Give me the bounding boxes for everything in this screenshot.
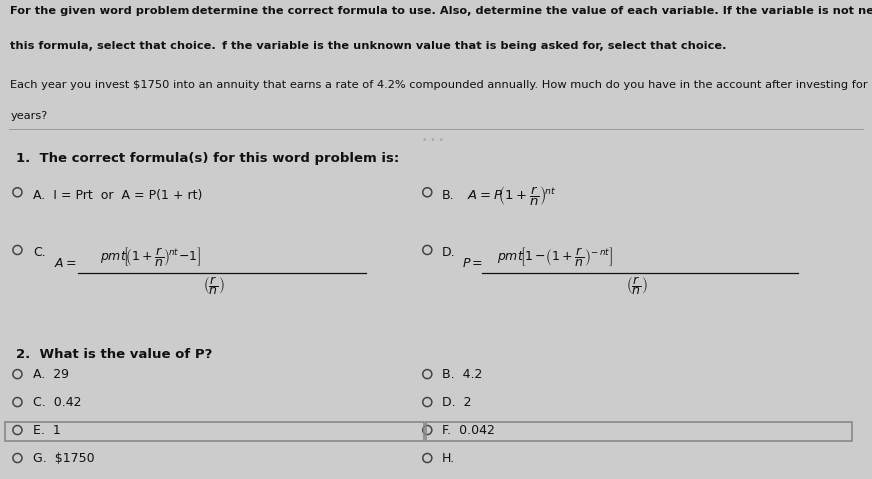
Text: $pmt\!\left[1-\!\left(1+\dfrac{r}{n}\right)^{\!-nt}\right]$: $pmt\!\left[1-\!\left(1+\dfrac{r}{n}\rig… xyxy=(497,245,613,268)
Text: $A =$: $A =$ xyxy=(54,257,77,271)
Text: $\left(\dfrac{r}{n}\right)$: $\left(\dfrac{r}{n}\right)$ xyxy=(203,274,224,297)
Text: C.: C. xyxy=(33,247,46,260)
Text: this formula, select that choice.  f the variable is the unknown value that is b: this formula, select that choice. f the … xyxy=(10,41,727,51)
Text: $pmt\!\left[\!\left(1+\dfrac{r}{n}\right)^{\!nt}\!-\!1\right]$: $pmt\!\left[\!\left(1+\dfrac{r}{n}\right… xyxy=(100,245,201,268)
Text: E.  1: E. 1 xyxy=(33,423,61,436)
Text: $P =$: $P =$ xyxy=(462,257,483,271)
Text: Each year you invest $1750 into an annuity that earns a rate of 4.2% compounded : Each year you invest $1750 into an annui… xyxy=(10,80,872,90)
Text: B.: B. xyxy=(442,189,454,202)
Text: C.  0.42: C. 0.42 xyxy=(33,396,82,409)
Text: F.  0.042: F. 0.042 xyxy=(442,423,495,436)
Text: 1.  The correct formula(s) for this word problem is:: 1. The correct formula(s) for this word … xyxy=(16,152,399,165)
Text: years?: years? xyxy=(10,111,48,121)
Text: A.  29: A. 29 xyxy=(33,367,69,381)
Text: D.: D. xyxy=(442,247,456,260)
Text: • • •: • • • xyxy=(422,136,445,145)
Text: A.  I = Prt  or  A = P(1 + rt): A. I = Prt or A = P(1 + rt) xyxy=(33,189,202,202)
Text: D.  2: D. 2 xyxy=(442,396,472,409)
Text: H.: H. xyxy=(442,452,455,465)
Text: 2.  What is the value of P?: 2. What is the value of P? xyxy=(16,348,212,361)
Text: $\left(\dfrac{r}{n}\right)$: $\left(\dfrac{r}{n}\right)$ xyxy=(626,274,647,297)
Text: For the given word problem determine the correct formula to use. Also, determine: For the given word problem determine the… xyxy=(10,7,872,16)
Text: G.  $1750: G. $1750 xyxy=(33,452,95,465)
Text: B.  4.2: B. 4.2 xyxy=(442,367,482,381)
Text: $A = P\!\left(1+\dfrac{r}{n}\right)^{\!nt}$: $A = P\!\left(1+\dfrac{r}{n}\right)^{\!n… xyxy=(467,185,555,208)
